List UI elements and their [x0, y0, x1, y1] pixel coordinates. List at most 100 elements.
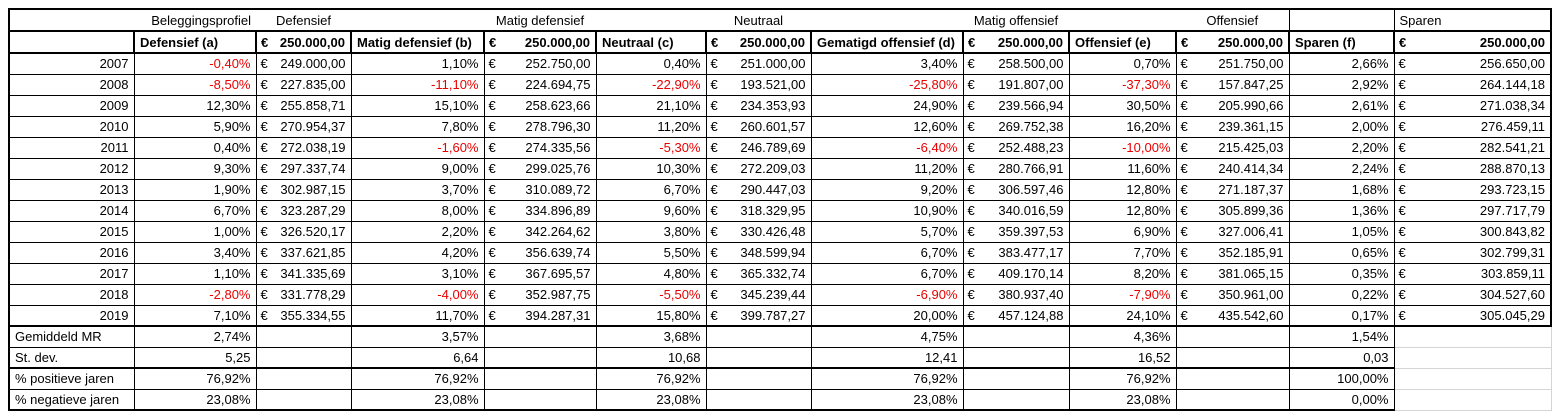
- capital-value-cell[interactable]: €380.937,40: [962, 283, 1070, 306]
- capital-value-cell[interactable]: €341.335,69: [255, 262, 352, 285]
- capital-value-cell[interactable]: €274.335,56: [483, 136, 597, 159]
- return-pct-cell[interactable]: 12,60%: [810, 115, 964, 138]
- return-pct-cell[interactable]: 2,24%: [1288, 157, 1395, 180]
- return-pct-cell[interactable]: 10,30%: [595, 157, 707, 180]
- capital-value-cell[interactable]: €340.016,59: [962, 199, 1070, 222]
- stat-value-cell[interactable]: 12,41: [810, 346, 964, 369]
- return-pct-cell[interactable]: 15,10%: [350, 94, 485, 117]
- return-pct-cell[interactable]: 2,92%: [1288, 73, 1395, 96]
- return-pct-cell[interactable]: 1,05%: [1288, 220, 1395, 243]
- return-pct-cell[interactable]: 0,22%: [1288, 283, 1395, 306]
- return-pct-cell[interactable]: -22,90%: [595, 73, 707, 96]
- year-cell[interactable]: 2016: [8, 241, 135, 264]
- return-pct-cell[interactable]: 7,70%: [1068, 241, 1177, 264]
- capital-value-cell[interactable]: €318.329,95: [705, 199, 812, 222]
- capital-value-cell[interactable]: €457.124,88: [962, 304, 1070, 327]
- return-pct-cell[interactable]: 6,70%: [810, 262, 964, 285]
- capital-value-cell[interactable]: €352.987,75: [483, 283, 597, 306]
- stat-value-cell[interactable]: 76,92%: [595, 367, 707, 390]
- stat-value-cell[interactable]: 23,08%: [595, 388, 707, 411]
- capital-value-cell[interactable]: €272.209,03: [705, 157, 812, 180]
- return-pct-cell[interactable]: -37,30%: [1068, 73, 1177, 96]
- section-label[interactable]: Matig defensief: [484, 8, 596, 31]
- capital-value-cell[interactable]: €304.527,60: [1393, 283, 1552, 306]
- stat-label-cell[interactable]: % positieve jaren: [8, 367, 135, 390]
- return-pct-cell[interactable]: 6,70%: [595, 178, 707, 201]
- capital-value-cell[interactable]: €157.847,25: [1175, 73, 1290, 96]
- return-pct-cell[interactable]: 1,68%: [1288, 178, 1395, 201]
- stat-value-cell[interactable]: 23,08%: [350, 388, 485, 411]
- capital-value-cell[interactable]: €282.541,21: [1393, 136, 1552, 159]
- return-pct-cell[interactable]: 6,90%: [1068, 220, 1177, 243]
- capital-value-cell[interactable]: €394.287,31: [483, 304, 597, 327]
- stat-value-cell[interactable]: 100,00%: [1288, 367, 1395, 390]
- stat-value-cell[interactable]: 76,92%: [350, 367, 485, 390]
- capital-value-cell[interactable]: €337.621,85: [255, 241, 352, 264]
- capital-value-cell[interactable]: €269.752,38: [962, 115, 1070, 138]
- capital-value-cell[interactable]: €345.239,44: [705, 283, 812, 306]
- return-pct-cell[interactable]: 0,65%: [1288, 241, 1395, 264]
- return-pct-cell[interactable]: 15,80%: [595, 304, 707, 327]
- return-pct-cell[interactable]: 4,20%: [350, 241, 485, 264]
- stat-empty-cell[interactable]: [962, 325, 1070, 348]
- stat-empty-cell[interactable]: [1175, 367, 1290, 390]
- return-pct-cell[interactable]: -6,40%: [810, 136, 964, 159]
- capital-value-cell[interactable]: €258.500,00: [962, 52, 1070, 75]
- capital-value-cell[interactable]: €293.723,15: [1393, 178, 1552, 201]
- capital-value-cell[interactable]: €288.870,13: [1393, 157, 1552, 180]
- stat-value-cell[interactable]: 0,03: [1288, 346, 1395, 369]
- return-pct-cell[interactable]: 2,61%: [1288, 94, 1395, 117]
- capital-value-cell[interactable]: €323.287,29: [255, 199, 352, 222]
- stat-value-cell[interactable]: 4,36%: [1068, 325, 1177, 348]
- return-pct-cell[interactable]: 9,20%: [810, 178, 964, 201]
- return-pct-cell[interactable]: 10,90%: [810, 199, 964, 222]
- stat-empty-cell[interactable]: [1175, 325, 1290, 348]
- return-pct-cell[interactable]: -5,50%: [595, 283, 707, 306]
- stat-ghost-cell[interactable]: [1394, 368, 1552, 390]
- stat-empty-cell[interactable]: [705, 325, 812, 348]
- profile-header-cell[interactable]: Defensief (a): [133, 30, 257, 54]
- capital-value-cell[interactable]: €239.361,15: [1175, 115, 1290, 138]
- return-pct-cell[interactable]: -7,90%: [1068, 283, 1177, 306]
- capital-value-cell[interactable]: €350.961,00: [1175, 283, 1290, 306]
- profile-header-cell[interactable]: Offensief (e): [1068, 30, 1177, 54]
- return-pct-cell[interactable]: 0,17%: [1288, 304, 1395, 327]
- return-pct-cell[interactable]: 1,10%: [133, 262, 257, 285]
- return-pct-cell[interactable]: 3,80%: [595, 220, 707, 243]
- return-pct-cell[interactable]: 12,80%: [1068, 178, 1177, 201]
- section-spacer-cell[interactable]: [596, 8, 706, 31]
- return-pct-cell[interactable]: 4,80%: [595, 262, 707, 285]
- return-pct-cell[interactable]: 2,00%: [1288, 115, 1395, 138]
- beleggingsprofiel-label[interactable]: Beleggingsprofiel: [134, 8, 256, 31]
- capital-value-cell[interactable]: €305.899,36: [1175, 199, 1290, 222]
- return-pct-cell[interactable]: 9,00%: [350, 157, 485, 180]
- stat-empty-cell[interactable]: [483, 325, 597, 348]
- year-cell[interactable]: 2010: [8, 115, 135, 138]
- return-pct-cell[interactable]: 1,36%: [1288, 199, 1395, 222]
- capital-value-cell[interactable]: €300.843,82: [1393, 220, 1552, 243]
- return-pct-cell[interactable]: 20,00%: [810, 304, 964, 327]
- capital-value-cell[interactable]: €381.065,15: [1175, 262, 1290, 285]
- capital-value-cell[interactable]: €270.954,37: [255, 115, 352, 138]
- stat-value-cell[interactable]: 3,68%: [595, 325, 707, 348]
- return-pct-cell[interactable]: 0,40%: [133, 136, 257, 159]
- capital-value-cell[interactable]: €409.170,14: [962, 262, 1070, 285]
- capital-value-cell[interactable]: €246.789,69: [705, 136, 812, 159]
- year-cell[interactable]: 2011: [8, 136, 135, 159]
- capital-value-cell[interactable]: €326.520,17: [255, 220, 352, 243]
- return-pct-cell[interactable]: 24,10%: [1068, 304, 1177, 327]
- return-pct-cell[interactable]: 8,00%: [350, 199, 485, 222]
- return-pct-cell[interactable]: -5,30%: [595, 136, 707, 159]
- capital-value-cell[interactable]: €290.447,03: [705, 178, 812, 201]
- stat-empty-cell[interactable]: [705, 346, 812, 369]
- return-pct-cell[interactable]: 2,20%: [350, 220, 485, 243]
- return-pct-cell[interactable]: 3,70%: [350, 178, 485, 201]
- profile-header-cell[interactable]: Matig defensief (b): [350, 30, 485, 54]
- year-cell[interactable]: 2017: [8, 262, 135, 285]
- capital-value-cell[interactable]: €249.000,00: [255, 52, 352, 75]
- profile-header-cell[interactable]: Gematigd offensief (d): [810, 30, 964, 54]
- stat-empty-cell[interactable]: [962, 367, 1070, 390]
- stat-empty-cell[interactable]: [705, 367, 812, 390]
- capital-value-cell[interactable]: €348.599,94: [705, 241, 812, 264]
- stat-label-cell[interactable]: St. dev.: [8, 346, 135, 369]
